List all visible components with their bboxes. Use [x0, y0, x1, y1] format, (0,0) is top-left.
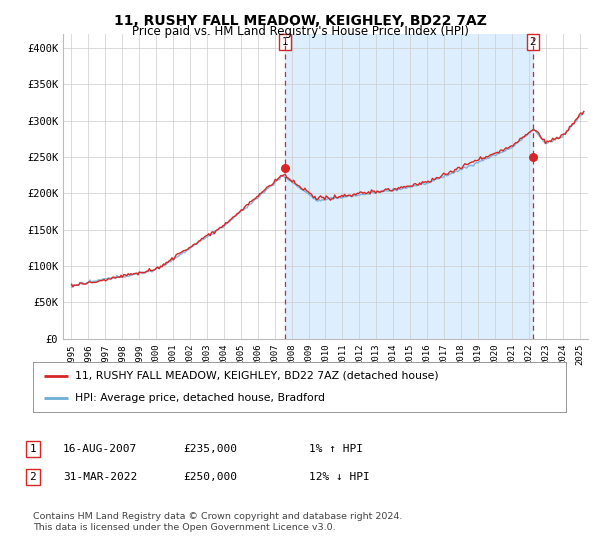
Text: 11, RUSHY FALL MEADOW, KEIGHLEY, BD22 7AZ (detached house): 11, RUSHY FALL MEADOW, KEIGHLEY, BD22 7A…: [74, 371, 438, 381]
Text: 2: 2: [530, 38, 536, 48]
Text: Contains HM Land Registry data © Crown copyright and database right 2024.
This d: Contains HM Land Registry data © Crown c…: [33, 512, 403, 532]
Text: 11, RUSHY FALL MEADOW, KEIGHLEY, BD22 7AZ: 11, RUSHY FALL MEADOW, KEIGHLEY, BD22 7A…: [113, 14, 487, 28]
Text: £250,000: £250,000: [183, 472, 237, 482]
Point: [528, 153, 538, 162]
Text: 2: 2: [29, 472, 37, 482]
Text: 31-MAR-2022: 31-MAR-2022: [63, 472, 137, 482]
Text: 1: 1: [282, 38, 289, 48]
Text: 12% ↓ HPI: 12% ↓ HPI: [309, 472, 370, 482]
Point: [280, 164, 290, 172]
Text: Price paid vs. HM Land Registry's House Price Index (HPI): Price paid vs. HM Land Registry's House …: [131, 25, 469, 38]
Text: HPI: Average price, detached house, Bradford: HPI: Average price, detached house, Brad…: [74, 393, 325, 403]
Text: £235,000: £235,000: [183, 444, 237, 454]
Text: 16-AUG-2007: 16-AUG-2007: [63, 444, 137, 454]
Bar: [285, 34, 533, 339]
Text: 1% ↑ HPI: 1% ↑ HPI: [309, 444, 363, 454]
Text: 1: 1: [29, 444, 37, 454]
